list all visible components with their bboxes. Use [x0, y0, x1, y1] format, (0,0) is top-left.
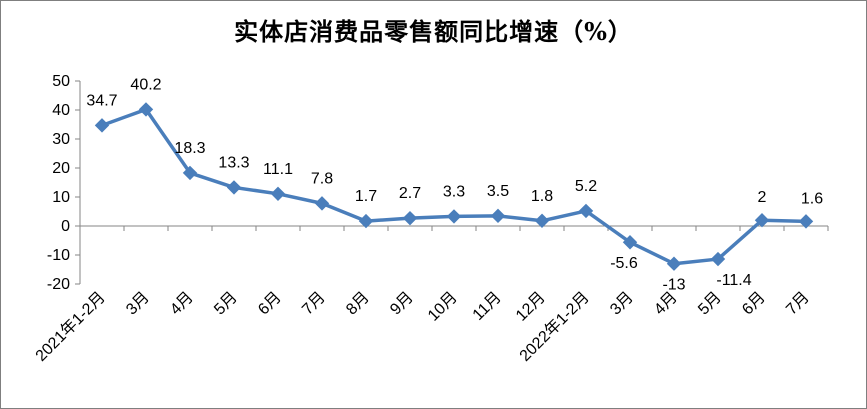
data-point-marker	[622, 235, 638, 250]
data-point-marker	[94, 118, 110, 133]
x-category-label: 6月	[739, 289, 769, 319]
x-category-label: 3月	[607, 289, 637, 319]
chart-title: 实体店消费品零售额同比增速（%）	[234, 17, 633, 46]
series-markers	[94, 102, 814, 271]
x-category-label: 6月	[255, 289, 285, 319]
y-tick-label: 30	[52, 131, 70, 148]
data-label: 3.5	[487, 183, 509, 200]
data-point-marker	[490, 208, 506, 224]
y-axis-ticks: -20 -10 0 10 20 30 40 50	[47, 73, 80, 293]
y-tick-label: 40	[52, 102, 70, 119]
axes	[79, 81, 829, 284]
data-label: 34.7	[86, 92, 117, 109]
data-label: 7.8	[311, 170, 333, 187]
x-category-label: 5月	[211, 289, 241, 319]
data-label: -5.6	[610, 255, 638, 272]
data-point-marker	[710, 251, 726, 267]
y-tick-label: -20	[47, 276, 70, 293]
x-axis-categories: 2021年1-2月 3月 4月 5月 6月 7月 8月 9月 10月 11月 12月2022年1-2…	[32, 288, 813, 365]
x-category-label: 11月	[470, 289, 505, 324]
data-label: -13	[662, 277, 685, 294]
data-point-marker	[226, 180, 242, 195]
data-point-marker	[358, 213, 374, 229]
x-category-label: 10月	[425, 289, 461, 325]
data-labels: 34.7 40.2 18.3 13.3 11.1 7.8 1.7 2.7 3.3 3.5 1.8 5.…	[86, 76, 823, 293]
x-category-label: 9月	[387, 289, 417, 319]
x-category-label: 5月	[695, 289, 725, 319]
data-point-marker	[534, 213, 550, 228]
data-point-marker	[270, 186, 286, 202]
data-point-marker	[798, 214, 814, 229]
x-category-label: 2021年1-2月	[32, 288, 109, 365]
data-label: 2	[758, 189, 767, 206]
x-category-label: 8月	[343, 289, 373, 319]
y-tick-label: -10	[47, 247, 70, 264]
data-label: -11.4	[716, 272, 751, 289]
data-label: 11.1	[263, 161, 293, 178]
y-tick-label: 0	[61, 218, 70, 235]
data-label: 5.2	[575, 178, 597, 195]
data-point-marker	[754, 212, 770, 228]
y-tick-label: 20	[52, 160, 70, 177]
y-tick-label: 50	[52, 73, 70, 90]
data-point-marker	[402, 210, 418, 226]
data-label: 18.3	[174, 140, 205, 157]
x-category-label: 7月	[299, 289, 329, 319]
data-point-marker	[138, 102, 154, 117]
x-category-label: 3月	[123, 289, 153, 319]
data-point-marker	[182, 165, 198, 181]
x-category-label: 7月	[783, 289, 813, 319]
data-label: 40.2	[130, 76, 161, 93]
x-category-label: 4月	[167, 289, 197, 319]
x-category-label: 12月	[513, 289, 549, 325]
data-point-marker	[446, 209, 462, 224]
data-label: 3.3	[443, 183, 465, 200]
data-point-marker	[666, 256, 682, 271]
y-tick-label: 10	[52, 189, 70, 206]
data-label: 1.7	[355, 188, 377, 205]
data-label: 1.8	[531, 188, 553, 205]
data-label: 13.3	[218, 154, 249, 171]
data-label: 1.6	[801, 190, 823, 207]
data-point-marker	[578, 203, 594, 219]
data-label: 2.7	[399, 185, 421, 202]
data-point-marker	[314, 196, 330, 211]
